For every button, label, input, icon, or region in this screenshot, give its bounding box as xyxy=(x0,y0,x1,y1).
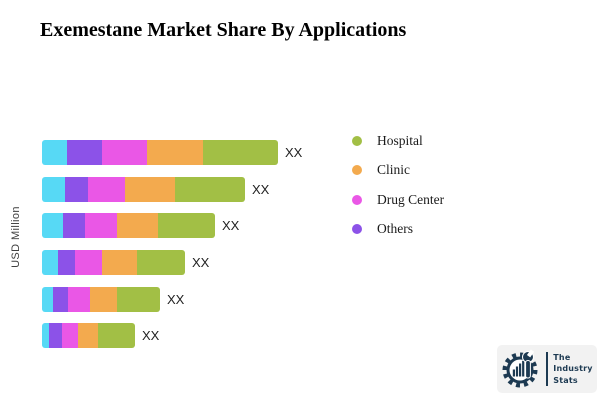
y-axis-label: USD Million xyxy=(10,206,22,268)
bar-row: XX xyxy=(42,213,302,239)
legend-label: Clinic xyxy=(377,162,410,178)
chart-title: Exemestane Market Share By Applications xyxy=(40,19,407,41)
bar-segment-clinic xyxy=(102,250,137,276)
legend-item-clinic: Clinic xyxy=(352,156,444,186)
bar-value-label: XX xyxy=(167,291,185,307)
bar-segment-drug-center xyxy=(62,323,78,349)
plot-area: XX XX XX XX XX XX xyxy=(42,140,302,360)
brand-logo: The Industry Stats xyxy=(497,345,597,393)
bar-segment-hospital xyxy=(158,213,215,239)
bar-segment-clinic xyxy=(78,323,98,349)
stacked-bar xyxy=(42,176,245,202)
bar-segment-clinic xyxy=(117,213,158,239)
bar-segment-hospital xyxy=(203,140,278,165)
bar-segment-unlabeled xyxy=(42,176,65,202)
bar-segment-others xyxy=(53,286,68,312)
stacked-bar xyxy=(42,323,135,349)
bar-segment-unlabeled xyxy=(42,250,58,276)
bar-segment-unlabeled xyxy=(42,140,67,165)
bar-segment-drug-center xyxy=(68,286,90,312)
logo-text: The Industry Stats xyxy=(553,352,592,387)
bar-row: XX xyxy=(42,250,302,276)
legend-swatch-drug-center xyxy=(352,194,362,205)
bar-segment-drug-center xyxy=(102,140,147,165)
bar-segment-hospital xyxy=(117,286,160,312)
bar-row: XX xyxy=(42,286,302,312)
bar-segment-drug-center xyxy=(85,213,117,239)
bar-segment-clinic xyxy=(147,140,203,165)
bar-segment-others xyxy=(49,323,62,349)
bar-value-label: XX xyxy=(285,145,303,160)
legend-label: Drug Center xyxy=(377,191,445,207)
bar-segment-others xyxy=(65,176,88,202)
bar-segment-drug-center xyxy=(75,250,102,276)
bar-segment-others xyxy=(58,250,75,276)
gear-barchart-wrench-icon xyxy=(502,349,538,388)
legend-swatch-clinic xyxy=(352,165,362,176)
stacked-bar xyxy=(42,140,278,165)
bar-value-label: XX xyxy=(222,218,240,234)
bar-segment-clinic xyxy=(125,176,175,202)
mini-barchart xyxy=(513,360,525,377)
bar-segment-unlabeled xyxy=(42,323,49,349)
bar-segment-drug-center xyxy=(88,176,125,202)
bar-segment-unlabeled xyxy=(42,213,63,239)
bar-value-label: XX xyxy=(252,181,270,197)
bar-row: XX xyxy=(42,176,302,202)
bar-row: XX xyxy=(42,140,302,165)
legend-label: Others xyxy=(377,221,413,237)
bar-segment-hospital xyxy=(137,250,185,276)
bar-segment-others xyxy=(67,140,102,165)
wrench xyxy=(522,349,535,379)
logo-line: Industry xyxy=(553,364,593,374)
bar-segment-clinic xyxy=(90,286,117,312)
bar-value-label: XX xyxy=(142,328,160,344)
bar-segment-hospital xyxy=(98,323,135,349)
bar-value-label: XX xyxy=(192,255,210,271)
stacked-bar xyxy=(42,250,185,276)
logo-line: The xyxy=(553,352,571,362)
logo-divider xyxy=(546,352,549,386)
legend-item-hospital: Hospital xyxy=(352,126,444,156)
bar-segment-others xyxy=(63,213,85,239)
bar-segment-unlabeled xyxy=(42,286,53,312)
gear-teeth xyxy=(502,352,538,388)
stacked-bar xyxy=(42,213,215,239)
legend-swatch-others xyxy=(352,224,362,235)
bar-segment-hospital xyxy=(175,176,245,202)
legend-item-drug-center: Drug Center xyxy=(352,185,444,215)
legend-label: Hospital xyxy=(377,132,423,148)
legend-item-others: Others xyxy=(352,215,444,245)
logo-line: Stats xyxy=(553,375,578,385)
legend-swatch-hospital xyxy=(352,135,362,146)
legend: Hospital Clinic Drug Center Others xyxy=(352,126,444,244)
stacked-bar xyxy=(42,286,160,312)
bar-row: XX xyxy=(42,323,302,349)
